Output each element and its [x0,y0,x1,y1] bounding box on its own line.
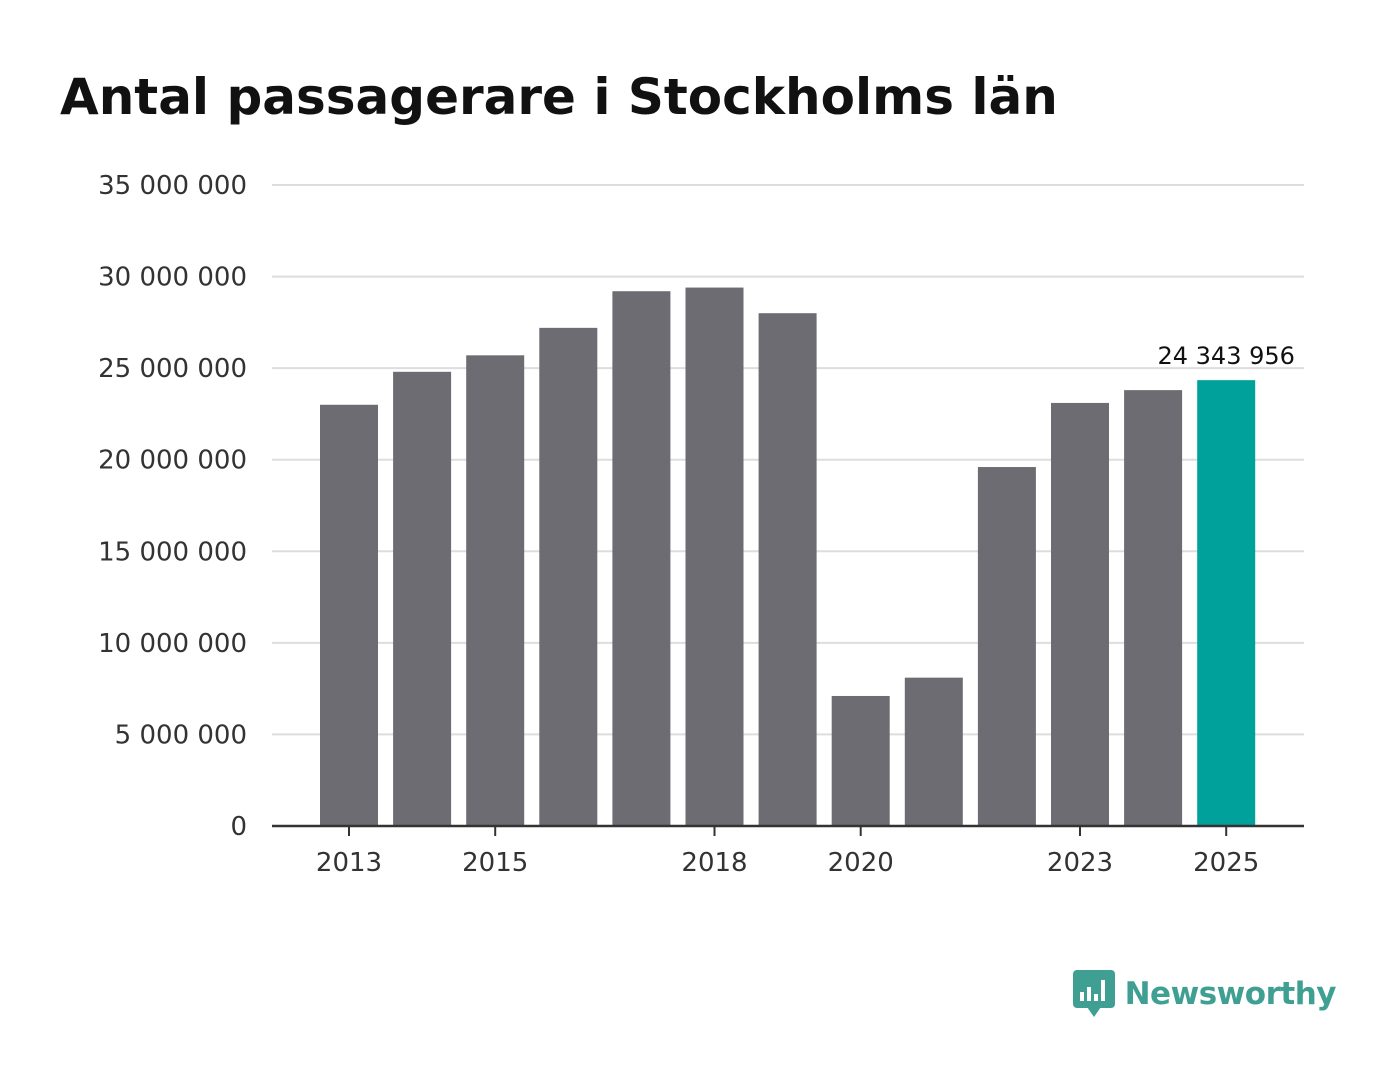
y-tick-label: 5 000 000 [115,720,247,750]
bar-2021 [904,677,963,826]
brand-logo: Newsworthy [1072,970,1337,1018]
y-tick-label: 10 000 000 [98,629,247,659]
x-tick-label: 2023 [1047,848,1113,878]
data-label: 24 343 956 [1157,342,1294,370]
x-tick-label: 2018 [681,848,747,878]
y-tick-label: 0 [230,812,247,842]
y-tick-label: 15 000 000 [98,537,247,567]
x-tick-label: 2015 [462,848,528,878]
y-axis-tick-labels: 0 5 000 000 10 000 000 15 000 000 20 000 000… [98,171,247,842]
x-tick-label: 2020 [828,848,894,878]
bar-2022 [977,467,1036,826]
newsworthy-logo-icon [1072,970,1115,1017]
bar-2017 [612,291,671,826]
bar-2023 [1051,402,1109,826]
x-axis [272,824,1304,836]
y-tick-label: 35 000 000 [98,171,247,201]
bar-2014 [393,371,452,826]
bar-2025 [1197,380,1256,826]
bar-2016 [539,327,598,826]
bar-2018 [685,287,744,826]
chart-title: Antal passagerare i Stockholms län [60,68,1058,126]
bar-2013 [320,404,378,826]
bar-2019 [758,313,817,826]
x-tick-label: 2025 [1193,848,1259,878]
brand-name: Newsworthy [1124,976,1337,1012]
y-tick-label: 25 000 000 [98,354,247,384]
bar-2020 [831,695,890,826]
y-tick-label: 20 000 000 [98,446,247,476]
x-axis-tick-labels: 2013 2015 2018 2020 2023 2025 [316,848,1259,878]
data-labels: 24 343 956 [1157,342,1294,370]
bar-2024 [1124,390,1183,826]
bars [320,287,1256,826]
x-tick-label: 2013 [316,848,382,878]
y-tick-label: 30 000 000 [98,263,247,293]
bar-2015 [466,355,525,826]
